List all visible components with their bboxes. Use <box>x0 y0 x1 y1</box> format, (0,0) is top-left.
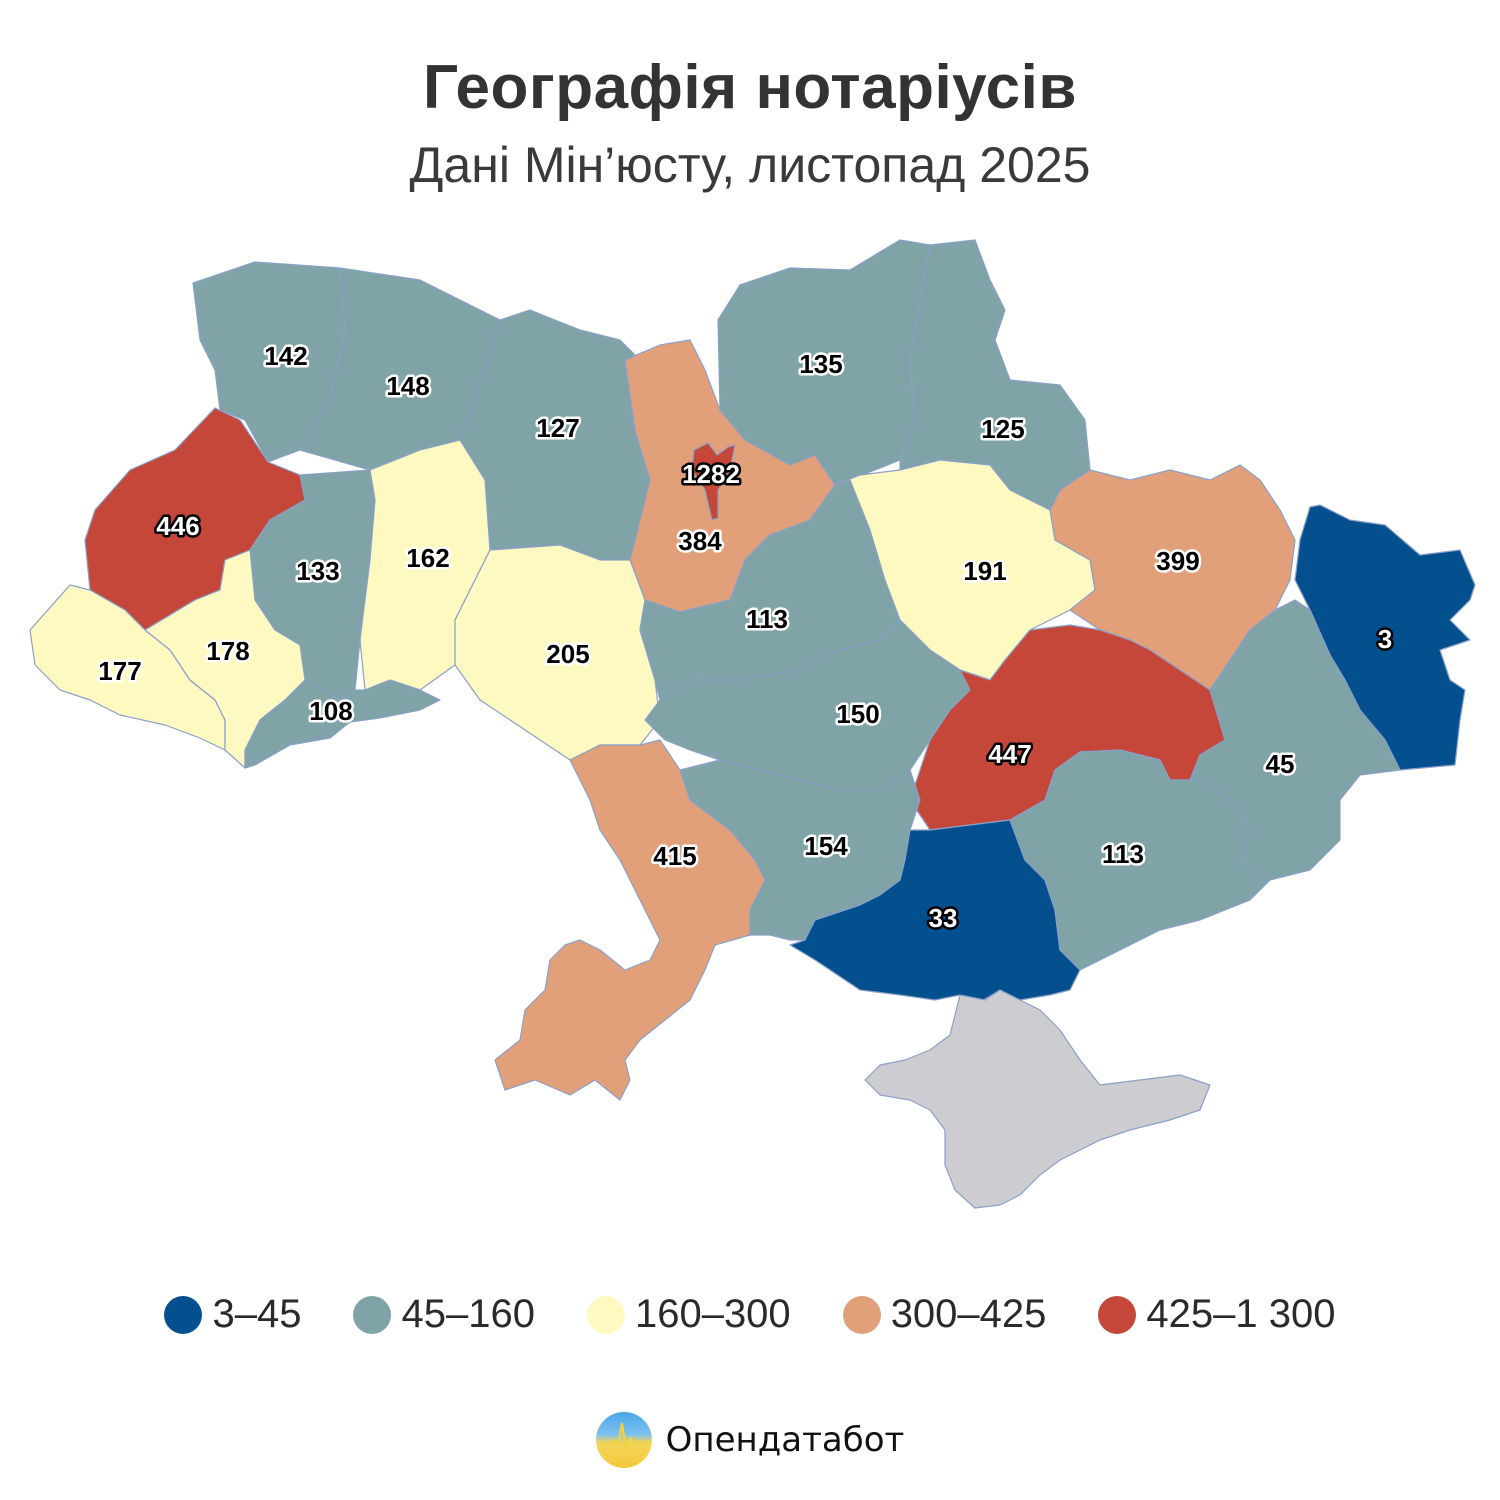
label-lviv: 446 <box>156 511 199 541</box>
label-chernivtsi: 108 <box>309 696 352 726</box>
map-title: Географія нотаріусів <box>423 53 1077 122</box>
legend-label: 3–45 <box>212 1292 302 1336</box>
legend-swatch-icon <box>586 1295 625 1334</box>
label-zakarpattia: 177 <box>98 656 141 686</box>
legend-swatch-icon <box>842 1295 881 1334</box>
region-zaporizhzhia[interactable] <box>1009 749 1271 971</box>
legend-item-425-1300: 425–1 300 <box>1098 1292 1336 1337</box>
label-zaporizhzhia: 113 <box>1102 839 1144 869</box>
label-kirovohrad: 150 <box>836 699 879 729</box>
label-sumy: 125 <box>981 414 1024 444</box>
label-cherkasy: 113 <box>746 604 788 634</box>
label-luhansk: 3 <box>1378 624 1392 654</box>
brand-name: Опендатабот <box>665 1420 905 1460</box>
legend-swatch-icon <box>1098 1295 1137 1334</box>
legend-item-3-45: 3–45 <box>164 1292 301 1337</box>
label-donetsk: 45 <box>1266 749 1295 779</box>
label-khmelnytskyi: 162 <box>406 543 449 573</box>
map-subtitle: Дані Мін’юсту, листопад 2025 <box>409 137 1091 193</box>
legend-label: 45–160 <box>401 1292 535 1336</box>
label-ternopil: 133 <box>296 556 339 586</box>
label-kyiv-city: 1282 <box>682 459 740 489</box>
legend: 3–45 45–160 160–300 300–425 425–1 300 <box>0 1292 1500 1337</box>
legend-item-160-300: 160–300 <box>586 1292 791 1337</box>
legend-swatch-icon <box>164 1295 203 1334</box>
label-chernihiv: 135 <box>799 349 842 379</box>
label-kyiv-oblast: 384 <box>678 526 722 556</box>
region-chernivtsi[interactable] <box>244 679 441 769</box>
label-kherson: 33 <box>929 903 958 933</box>
legend-swatch-icon <box>353 1295 392 1334</box>
legend-item-45-160: 45–160 <box>353 1292 535 1337</box>
label-poltava: 191 <box>963 556 1006 586</box>
region-crimea[interactable] <box>864 989 1211 1209</box>
label-mykolaiv: 154 <box>804 831 848 861</box>
region-volyn[interactable] <box>192 261 346 463</box>
label-zhytomyr: 127 <box>536 413 579 443</box>
label-volyn: 142 <box>264 341 307 371</box>
label-odesa: 415 <box>653 841 696 871</box>
brand-footer: Опендатабот <box>0 1412 1500 1468</box>
region-kyiv-city[interactable] <box>691 442 736 521</box>
label-dnipropetrovsk: 447 <box>988 739 1031 769</box>
legend-label: 425–1 300 <box>1146 1292 1336 1336</box>
label-rivne: 148 <box>386 371 429 401</box>
label-kharkiv: 399 <box>1156 546 1199 576</box>
legend-item-300-425: 300–425 <box>842 1292 1047 1337</box>
label-vinnytsia: 205 <box>546 639 589 669</box>
opendatabot-logo-icon <box>595 1412 652 1468</box>
legend-label: 300–425 <box>890 1292 1047 1336</box>
label-ivano-frankivsk: 178 <box>206 636 249 666</box>
legend-label: 160–300 <box>634 1292 791 1336</box>
